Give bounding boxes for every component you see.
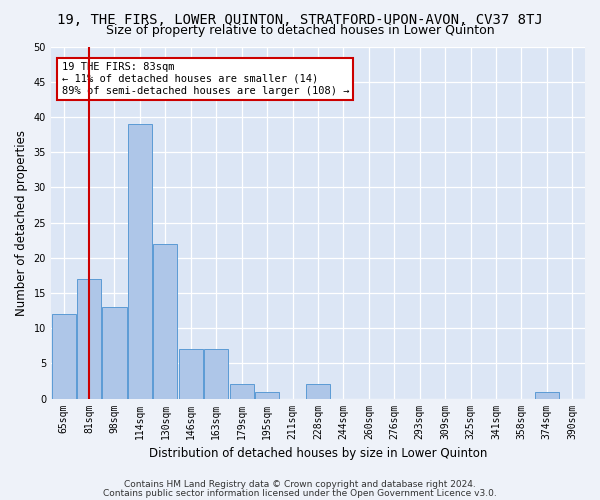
- Text: Contains public sector information licensed under the Open Government Licence v3: Contains public sector information licen…: [103, 489, 497, 498]
- Text: Contains HM Land Registry data © Crown copyright and database right 2024.: Contains HM Land Registry data © Crown c…: [124, 480, 476, 489]
- Bar: [179, 350, 203, 399]
- Bar: [153, 244, 178, 398]
- Text: 19 THE FIRS: 83sqm
← 11% of detached houses are smaller (14)
89% of semi-detache: 19 THE FIRS: 83sqm ← 11% of detached hou…: [62, 62, 349, 96]
- Bar: [77, 279, 101, 398]
- Bar: [255, 392, 279, 398]
- Text: Size of property relative to detached houses in Lower Quinton: Size of property relative to detached ho…: [106, 24, 494, 37]
- Y-axis label: Number of detached properties: Number of detached properties: [15, 130, 28, 316]
- Bar: [52, 314, 76, 398]
- Bar: [103, 307, 127, 398]
- X-axis label: Distribution of detached houses by size in Lower Quinton: Distribution of detached houses by size …: [149, 447, 487, 460]
- Bar: [204, 350, 229, 399]
- Bar: [535, 392, 559, 398]
- Bar: [306, 384, 330, 398]
- Bar: [230, 384, 254, 398]
- Text: 19, THE FIRS, LOWER QUINTON, STRATFORD-UPON-AVON, CV37 8TJ: 19, THE FIRS, LOWER QUINTON, STRATFORD-U…: [57, 12, 543, 26]
- Bar: [128, 124, 152, 398]
